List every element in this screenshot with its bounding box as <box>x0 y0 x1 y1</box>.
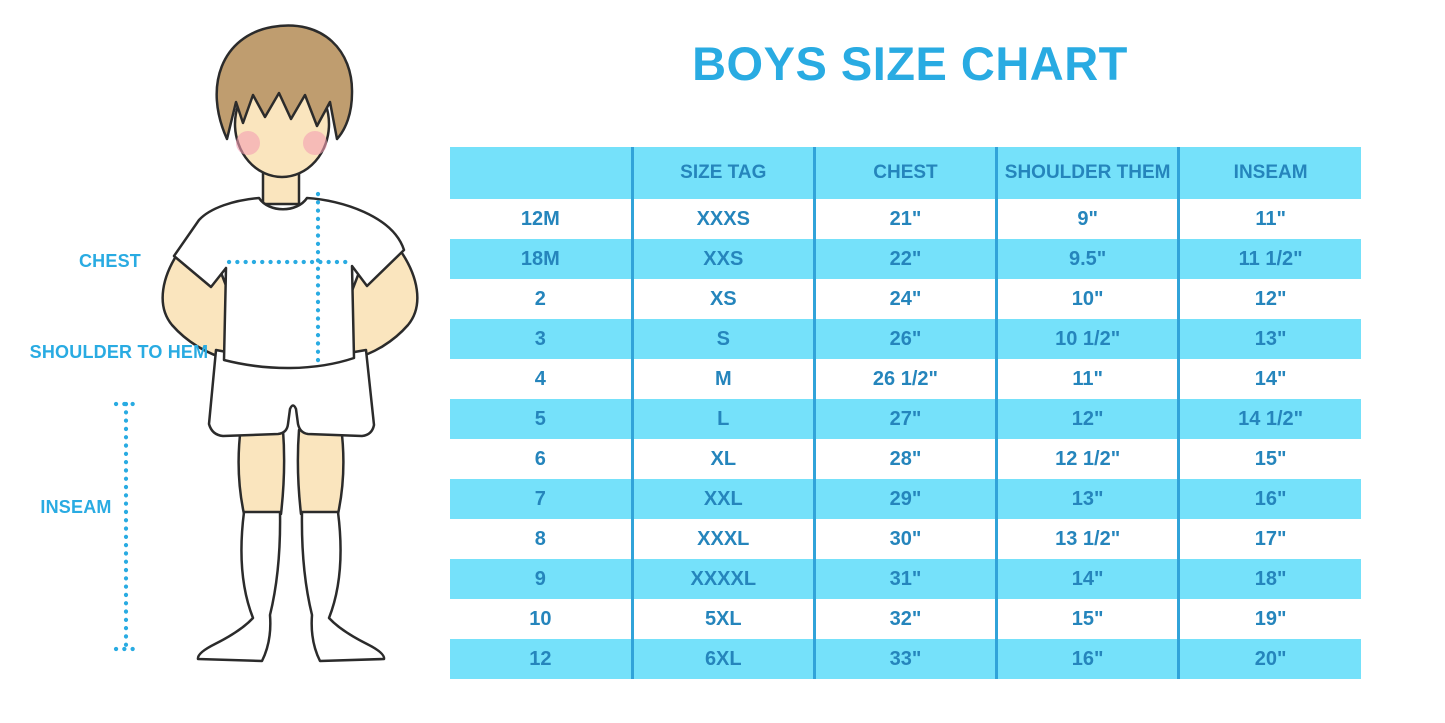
table-row: 3 S 26" 10 1/2" 13" <box>450 319 1361 359</box>
table-cell: 19" <box>1177 599 1361 639</box>
table-cell: 18" <box>1177 559 1361 599</box>
table-cell: 5 <box>450 399 633 439</box>
table-cell: 18M <box>450 239 633 279</box>
table-cell: 16" <box>995 639 1179 679</box>
col-header-shoulder-them: SHOULDER THEM <box>995 147 1179 199</box>
page-title: BOYS SIZE CHART <box>692 37 1128 90</box>
table-cell: 27" <box>812 399 997 439</box>
table-cell: 17" <box>1177 519 1361 559</box>
chest-measurement-label: CHEST <box>78 251 141 271</box>
table-cell: XXXL <box>630 519 815 559</box>
table-cell: 9" <box>995 199 1179 239</box>
table-cell: 28" <box>812 439 997 479</box>
col-header-size-tag: SIZE TAG <box>630 147 815 199</box>
col-header-size <box>450 147 633 199</box>
inseam-measurement-label: INSEAM <box>40 497 112 517</box>
boy-hair <box>215 24 354 141</box>
table-cell: 16" <box>1177 479 1361 519</box>
size-table-header: SIZE TAG CHEST SHOULDER THEM INSEAM <box>450 147 1361 199</box>
size-table: SIZE TAG CHEST SHOULDER THEM INSEAM 12M X… <box>450 147 1361 679</box>
table-cell: S <box>630 319 815 359</box>
table-cell: 21" <box>812 199 997 239</box>
size-table-body: 12M XXXS 21" 9" 11" 18M XXS 22" 9.5" 11 1/2" 2 XS 24… <box>450 199 1361 679</box>
table-cell: 2 <box>450 279 633 319</box>
table-cell: 10" <box>995 279 1179 319</box>
table-cell: 33" <box>812 639 997 679</box>
table-cell: XL <box>630 439 815 479</box>
table-cell: 12 <box>450 639 633 679</box>
boy-right-sock <box>300 510 386 663</box>
table-cell: 12" <box>995 399 1179 439</box>
table-cell: 20" <box>1177 639 1361 679</box>
table-row: 7 XXL 29" 13" 16" <box>450 479 1361 519</box>
table-cell: 13 1/2" <box>995 519 1179 559</box>
table-row: 5 L 27" 12" 14 1/2" <box>450 399 1361 439</box>
table-cell: 9.5" <box>995 239 1179 279</box>
boy-left-sock <box>196 510 282 663</box>
table-cell: 10 <box>450 599 633 639</box>
boy-left-leg <box>237 424 286 516</box>
table-cell: 3 <box>450 319 633 359</box>
table-cell: 6XL <box>630 639 815 679</box>
table-cell: 10 1/2" <box>995 319 1179 359</box>
table-cell: XXXS <box>630 199 815 239</box>
table-cell: 13" <box>1177 319 1361 359</box>
table-cell: 7 <box>450 479 633 519</box>
table-cell: 9 <box>450 559 633 599</box>
table-row: 10 5XL 32" 15" 19" <box>450 599 1361 639</box>
table-cell: 4 <box>450 359 633 399</box>
table-cell: 11" <box>995 359 1179 399</box>
table-row: 6 XL 28" 12 1/2" 15" <box>450 439 1361 479</box>
table-cell: 15" <box>1177 439 1361 479</box>
table-row: 9 XXXXL 31" 14" 18" <box>450 559 1361 599</box>
table-cell: 5XL <box>630 599 815 639</box>
table-row: 8 XXXL 30" 13 1/2" 17" <box>450 519 1361 559</box>
boy-left-cheek <box>236 131 260 155</box>
table-cell: 32" <box>812 599 997 639</box>
table-cell: 29" <box>812 479 997 519</box>
table-row: 4 M 26 1/2" 11" 14" <box>450 359 1361 399</box>
table-row: 12M XXXS 21" 9" 11" <box>450 199 1361 239</box>
table-cell: 13" <box>995 479 1179 519</box>
table-cell: XXS <box>630 239 815 279</box>
boy-right-cheek <box>303 131 327 155</box>
table-cell: 14 1/2" <box>1177 399 1361 439</box>
table-cell: 22" <box>812 239 997 279</box>
boy-right-leg <box>296 424 345 516</box>
table-cell: 6 <box>450 439 633 479</box>
table-cell: 26" <box>812 319 997 359</box>
table-cell: 12" <box>1177 279 1361 319</box>
col-header-chest: CHEST <box>812 147 997 199</box>
shoulder-to-hem-measurement-label: SHOULDER TO HEM <box>29 342 209 362</box>
table-cell: M <box>630 359 815 399</box>
table-row: 12 6XL 33" 16" 20" <box>450 639 1361 679</box>
table-cell: 31" <box>812 559 997 599</box>
table-cell: 14" <box>995 559 1179 599</box>
table-cell: 12M <box>450 199 633 239</box>
table-cell: XXL <box>630 479 815 519</box>
table-cell: L <box>630 399 815 439</box>
boy-tshirt <box>172 196 406 370</box>
table-row: 2 XS 24" 10" 12" <box>450 279 1361 319</box>
table-cell: 24" <box>812 279 997 319</box>
table-cell: 12 1/2" <box>995 439 1179 479</box>
col-header-inseam: INSEAM <box>1177 147 1361 199</box>
table-cell: 14" <box>1177 359 1361 399</box>
table-cell: 11 1/2" <box>1177 239 1361 279</box>
table-cell: 15" <box>995 599 1179 639</box>
table-cell: 26 1/2" <box>812 359 997 399</box>
boy-figure-illustration <box>113 24 419 663</box>
table-cell: 30" <box>812 519 997 559</box>
table-row: 18M XXS 22" 9.5" 11 1/2" <box>450 239 1361 279</box>
table-cell: XXXXL <box>630 559 815 599</box>
table-cell: 11" <box>1177 199 1361 239</box>
table-cell: 8 <box>450 519 633 559</box>
header-row: SIZE TAG CHEST SHOULDER THEM INSEAM <box>450 147 1361 199</box>
table-cell: XS <box>630 279 815 319</box>
